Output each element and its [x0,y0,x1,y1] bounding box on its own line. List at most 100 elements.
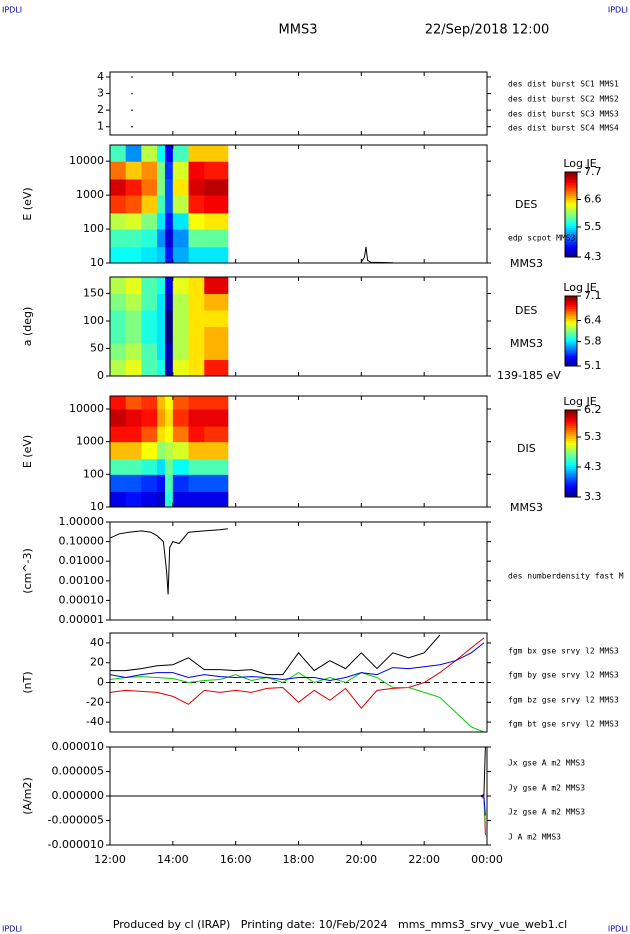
colorbar-step [565,418,577,422]
series-label: Jy gse A m2 MMS3 [508,784,585,793]
y-tick-label: 3 [97,87,104,100]
heatmap-cell [110,212,127,230]
heatmap-cell [164,310,174,327]
heatmap-cell [125,293,142,311]
heatmap-cell [172,426,190,443]
colorbar-step [565,479,577,483]
colorbar-tick-label: 5.5 [584,220,602,233]
heatmap-cell [157,277,166,294]
y-axis-label: (cm^-3) [21,548,34,594]
colorbar-step [565,189,577,192]
heatmap-cell [188,408,205,427]
colorbar-step [565,197,577,201]
colorbar-step [565,317,577,320]
heatmap-cell [141,426,158,443]
series-line [110,642,485,682]
y-tick-label: -40 [86,715,104,728]
colorbar-step [565,364,577,367]
colorbar-step [565,492,577,496]
heatmap-cell [172,310,190,327]
colorbar-step [565,199,577,203]
heatmap-cell [164,426,174,443]
series-label: Jz gse A m2 MMS3 [508,808,585,817]
heatmap-cell [204,491,229,507]
colorbar-step [565,223,577,226]
heatmap-cell [172,195,190,214]
heatmap-cell [157,441,166,460]
heatmap-cell [188,474,205,492]
plot-area [131,76,133,128]
heatmap-cell [125,195,142,214]
colorbar-step [565,336,577,339]
colorbar-step [565,429,577,433]
y-tick-label: 10000 [69,402,104,415]
heatmap-cell [110,246,127,263]
heatmap-cell [157,246,166,263]
heatmap-cell [125,212,142,230]
colorbar-step [565,455,577,459]
colorbar-tick-label: 7.1 [584,289,602,302]
heatmap-cell [157,293,166,311]
colorbar-step [565,473,577,476]
heatmap-cell [110,458,127,475]
colorbar-step [565,438,577,441]
y-tick-label: 2 [97,103,104,116]
panel-label: 139-185 eV [497,369,561,382]
heatmap-cell [188,396,205,410]
heatmap-cell [125,326,142,344]
colorbar-step [565,252,577,256]
series-label: edp scpot MMS3 [508,234,576,243]
colorbar-step [565,345,577,348]
y-tick-label: 40 [90,636,104,649]
title: MMS3 [279,23,318,38]
colorbar-step [565,210,577,213]
colorbar-label: Log JE [563,281,596,294]
colorbar-step [565,248,577,252]
y-tick-label: 0.10000 [59,535,105,548]
series-label: des dist burst SC2 MMS2 [508,95,619,104]
point [131,125,133,128]
heatmap-cell [141,195,158,214]
colorbar-step [565,313,577,316]
colorbar-step [565,250,577,254]
y-tick-label: 10000 [69,154,104,167]
heatmap-cell [110,326,127,344]
heatmap-cell [164,229,174,248]
colorbar-tick-label: 5.3 [584,430,602,443]
heatmap-cell [141,161,158,180]
heatmap-cell [164,491,174,507]
heatmap-cell [141,408,158,427]
heatmap-cell [164,293,174,311]
logo: IPDLI [608,6,628,15]
series-line [110,672,485,732]
panel-label: MMS3 [510,337,543,350]
colorbar-step [565,483,577,487]
colorbar-step [565,327,577,330]
colorbar-step [565,470,577,474]
heatmap-cell [141,246,158,263]
colorbar-step [565,208,577,211]
colorbar-step [565,420,577,424]
heatmap-cell [204,426,229,443]
heatmap-cell [141,458,158,475]
heatmap-cell [188,293,205,311]
heatmap-cell [172,293,190,311]
colorbar-frame [564,409,578,498]
heatmap-cell [204,326,229,344]
colorbar-step [565,225,577,228]
heatmap-cell [110,396,127,410]
colorbar-step [565,237,577,241]
heatmap-cell [141,277,158,294]
heatmap-cell [204,246,229,263]
plot-area [110,634,487,732]
colorbar-step [565,214,577,218]
colorbar-step [565,410,577,413]
heatmap-cell [110,161,127,180]
colorbar-step [565,304,577,307]
colorbar-tick-label: 4.3 [584,460,602,473]
y-axis-label: a (deg) [21,307,34,347]
colorbar-step [565,412,577,415]
heatmap-cell [204,195,229,214]
colorbar-step [565,308,577,311]
panel-label: MMS3 [510,501,543,514]
